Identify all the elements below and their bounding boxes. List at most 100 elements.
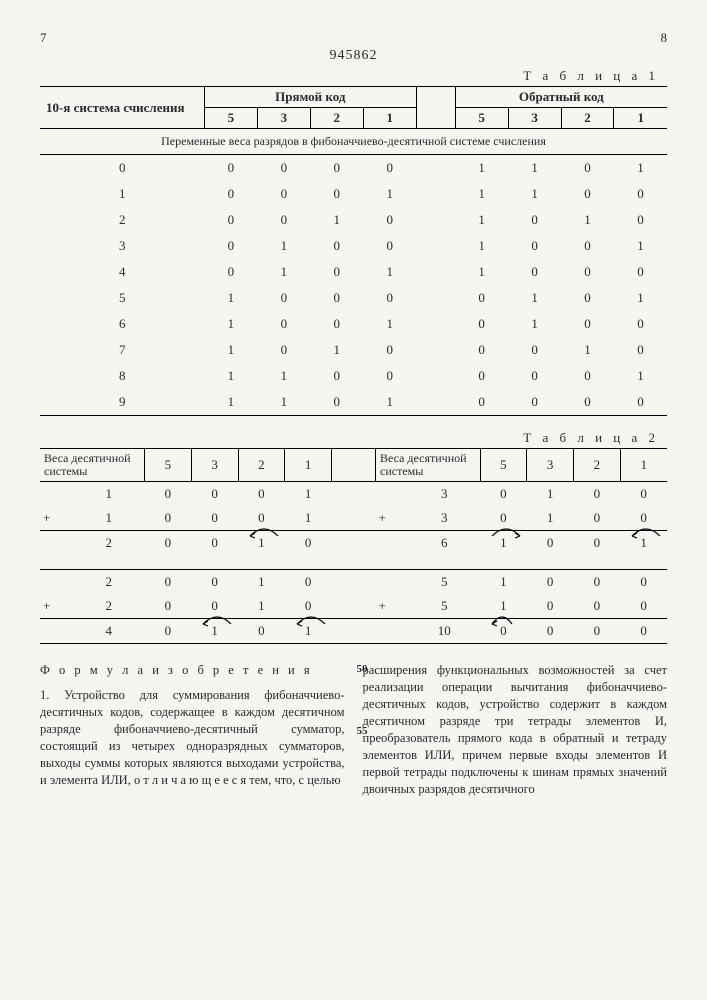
t2-bit: 0	[285, 531, 332, 556]
t1-bit: 0	[508, 259, 561, 285]
t1-w: 2	[561, 108, 614, 129]
t1-col-inverse: Обратный код	[455, 87, 667, 108]
t1-bit: 0	[561, 181, 614, 207]
t2-op	[376, 482, 409, 507]
t2-bit: 0	[574, 594, 621, 619]
t1-bit: 1	[204, 337, 257, 363]
t1-bit: 1	[257, 363, 310, 389]
t2-bit: 0	[285, 594, 332, 619]
t2-bit: 0	[527, 619, 574, 644]
t2-op: +	[40, 594, 73, 619]
t1-bit: 0	[614, 311, 667, 337]
t1-bit: 0	[614, 259, 667, 285]
t1-dec: 3	[40, 233, 204, 259]
t1-dec: 0	[40, 155, 204, 182]
t1-dec: 8	[40, 363, 204, 389]
t1-bit: 0	[614, 337, 667, 363]
t1-bit: 0	[561, 259, 614, 285]
t2-op	[40, 482, 73, 507]
t1-bit: 0	[614, 389, 667, 416]
t2-bit: 0	[574, 619, 621, 644]
t2-bit: 1	[191, 619, 238, 644]
t1-bit: 0	[257, 155, 310, 182]
t2-bit: 0	[238, 482, 285, 507]
t1-bit: 0	[310, 285, 363, 311]
t1-bit: 1	[614, 155, 667, 182]
t2-bit: 1	[620, 531, 667, 556]
t1-bit: 0	[363, 233, 416, 259]
t1-dec: 1	[40, 181, 204, 207]
t1-bit: 1	[310, 207, 363, 233]
t1-bit: 1	[204, 363, 257, 389]
t2-bit: 0	[238, 506, 285, 531]
t1-w: 1	[363, 108, 416, 129]
t1-col-decimal: 10-я система счисления	[40, 87, 204, 129]
t2-bit: 1	[480, 570, 527, 595]
t2-bit: 0	[191, 482, 238, 507]
t2-bit: 0	[145, 594, 192, 619]
t1-bit: 0	[455, 285, 508, 311]
t1-w: 2	[310, 108, 363, 129]
t1-bit: 1	[363, 311, 416, 337]
table1-label: Т а б л и ц а 1	[40, 68, 667, 84]
t2-bit: 0	[620, 482, 667, 507]
t2-op: +	[376, 594, 409, 619]
t1-w: 5	[204, 108, 257, 129]
text-columns: Ф о р м у л а и з о б р е т е н и я 1. У…	[40, 662, 667, 797]
t1-bit: 0	[257, 337, 310, 363]
t1-bit: 1	[561, 207, 614, 233]
t2-bit: 1	[238, 594, 285, 619]
t2-bit: 1	[285, 506, 332, 531]
t2-bit: 0	[574, 506, 621, 531]
t1-bit: 1	[204, 389, 257, 416]
t1-bit: 1	[508, 311, 561, 337]
t1-bit: 1	[204, 285, 257, 311]
t2-dec: 5	[409, 570, 481, 595]
t1-bit: 0	[561, 155, 614, 182]
t1-dec: 5	[40, 285, 204, 311]
t2-bit: 0	[480, 482, 527, 507]
t1-bit: 0	[561, 285, 614, 311]
t1-bit: 1	[455, 259, 508, 285]
t1-bit: 0	[363, 207, 416, 233]
t1-bit: 1	[257, 233, 310, 259]
t2-dec: 1	[73, 506, 145, 531]
t2-dec: 2	[73, 594, 145, 619]
t1-bit: 1	[614, 285, 667, 311]
t1-bit: 0	[455, 363, 508, 389]
t1-bit: 0	[310, 233, 363, 259]
t2-bit: 1	[238, 570, 285, 595]
t2-op	[40, 619, 73, 644]
t1-bit: 1	[508, 155, 561, 182]
t2-dec: 2	[73, 570, 145, 595]
left-paragraph: 1. Устройство для суммирования фибоначчи…	[40, 687, 345, 788]
t1-bit: 0	[561, 389, 614, 416]
t1-bit: 0	[310, 155, 363, 182]
t1-bit: 1	[508, 181, 561, 207]
t1-bit: 0	[508, 363, 561, 389]
t2-w: 3	[527, 449, 574, 482]
t2-bit: 0	[145, 482, 192, 507]
t1-bit: 1	[455, 233, 508, 259]
table2-label: Т а б л и ц а 2	[40, 430, 667, 446]
t1-bit: 1	[363, 389, 416, 416]
t2-bit: 0	[145, 570, 192, 595]
t1-bit: 0	[508, 207, 561, 233]
t2-w: 3	[191, 449, 238, 482]
t2-bit: 1	[527, 482, 574, 507]
t1-bit: 1	[561, 337, 614, 363]
t1-bit: 1	[614, 233, 667, 259]
t2-w: 5	[145, 449, 192, 482]
t2-bit: 0	[620, 594, 667, 619]
t2-dec: 4	[73, 619, 145, 644]
t1-dec: 4	[40, 259, 204, 285]
t1-bit: 0	[204, 259, 257, 285]
t1-bit: 0	[508, 337, 561, 363]
t1-bit: 1	[310, 337, 363, 363]
t1-w: 5	[455, 108, 508, 129]
t2-bit: 0	[527, 570, 574, 595]
t2-bit: 0	[191, 594, 238, 619]
t2-bit: 0	[574, 531, 621, 556]
t2-dec: 3	[409, 506, 481, 531]
t1-bit: 1	[455, 181, 508, 207]
